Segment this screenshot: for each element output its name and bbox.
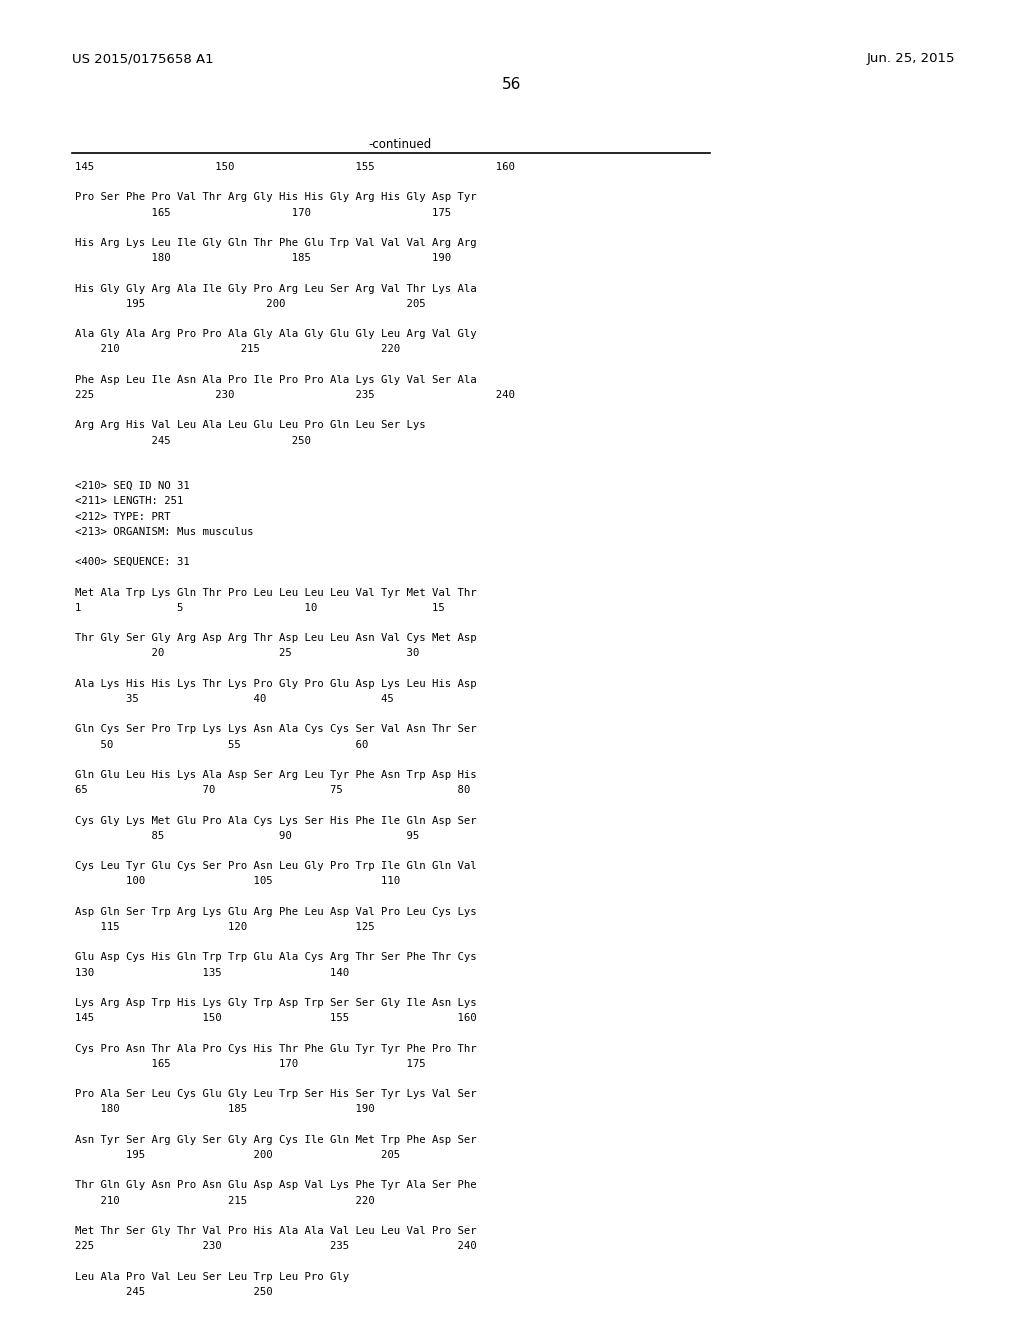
- Text: Glu Asp Cys His Gln Trp Trp Glu Ala Cys Arg Thr Ser Phe Thr Cys: Glu Asp Cys His Gln Trp Trp Glu Ala Cys …: [75, 953, 476, 962]
- Text: Thr Gln Gly Asn Pro Asn Glu Asp Asp Val Lys Phe Tyr Ala Ser Phe: Thr Gln Gly Asn Pro Asn Glu Asp Asp Val …: [75, 1180, 476, 1191]
- Text: 115                 120                 125: 115 120 125: [75, 921, 375, 932]
- Text: 165                 170                 175: 165 170 175: [75, 1059, 426, 1069]
- Text: Met Ala Trp Lys Gln Thr Pro Leu Leu Leu Leu Val Tyr Met Val Thr: Met Ala Trp Lys Gln Thr Pro Leu Leu Leu …: [75, 587, 476, 598]
- Text: -continued: -continued: [369, 139, 432, 150]
- Text: US 2015/0175658 A1: US 2015/0175658 A1: [72, 51, 214, 65]
- Text: 225                   230                   235                   240: 225 230 235 240: [75, 389, 515, 400]
- Text: 130                 135                 140: 130 135 140: [75, 968, 349, 978]
- Text: Cys Leu Tyr Glu Cys Ser Pro Asn Leu Gly Pro Trp Ile Gln Gln Val: Cys Leu Tyr Glu Cys Ser Pro Asn Leu Gly …: [75, 861, 476, 871]
- Text: 180                 185                 190: 180 185 190: [75, 1105, 375, 1114]
- Text: 65                  70                  75                  80: 65 70 75 80: [75, 785, 470, 795]
- Text: Jun. 25, 2015: Jun. 25, 2015: [866, 51, 955, 65]
- Text: Cys Gly Lys Met Glu Pro Ala Cys Lys Ser His Phe Ile Gln Asp Ser: Cys Gly Lys Met Glu Pro Ala Cys Lys Ser …: [75, 816, 476, 825]
- Text: 225                 230                 235                 240: 225 230 235 240: [75, 1241, 476, 1251]
- Text: Phe Asp Leu Ile Asn Ala Pro Ile Pro Pro Ala Lys Gly Val Ser Ala: Phe Asp Leu Ile Asn Ala Pro Ile Pro Pro …: [75, 375, 476, 385]
- Text: Pro Ser Phe Pro Val Thr Arg Gly His His Gly Arg His Gly Asp Tyr: Pro Ser Phe Pro Val Thr Arg Gly His His …: [75, 193, 476, 202]
- Text: 50                  55                  60: 50 55 60: [75, 739, 369, 750]
- Text: Ala Gly Ala Arg Pro Pro Ala Gly Ala Gly Glu Gly Leu Arg Val Gly: Ala Gly Ala Arg Pro Pro Ala Gly Ala Gly …: [75, 329, 476, 339]
- Text: 195                   200                   205: 195 200 205: [75, 298, 426, 309]
- Text: 245                 250: 245 250: [75, 1287, 272, 1296]
- Text: 35                  40                  45: 35 40 45: [75, 694, 394, 704]
- Text: 195                 200                 205: 195 200 205: [75, 1150, 400, 1160]
- Text: His Arg Lys Leu Ile Gly Gln Thr Phe Glu Trp Val Val Val Arg Arg: His Arg Lys Leu Ile Gly Gln Thr Phe Glu …: [75, 238, 476, 248]
- Text: Ala Lys His His Lys Thr Lys Pro Gly Pro Glu Asp Lys Leu His Asp: Ala Lys His His Lys Thr Lys Pro Gly Pro …: [75, 678, 476, 689]
- Text: <210> SEQ ID NO 31: <210> SEQ ID NO 31: [75, 482, 189, 491]
- Text: <213> ORGANISM: Mus musculus: <213> ORGANISM: Mus musculus: [75, 527, 254, 537]
- Text: Lys Arg Asp Trp His Lys Gly Trp Asp Trp Ser Ser Gly Ile Asn Lys: Lys Arg Asp Trp His Lys Gly Trp Asp Trp …: [75, 998, 476, 1008]
- Text: 210                   215                   220: 210 215 220: [75, 345, 400, 354]
- Text: <212> TYPE: PRT: <212> TYPE: PRT: [75, 512, 171, 521]
- Text: Met Thr Ser Gly Thr Val Pro His Ala Ala Val Leu Leu Val Pro Ser: Met Thr Ser Gly Thr Val Pro His Ala Ala …: [75, 1226, 476, 1236]
- Text: Gln Glu Leu His Lys Ala Asp Ser Arg Leu Tyr Phe Asn Trp Asp His: Gln Glu Leu His Lys Ala Asp Ser Arg Leu …: [75, 770, 476, 780]
- Text: Pro Ala Ser Leu Cys Glu Gly Leu Trp Ser His Ser Tyr Lys Val Ser: Pro Ala Ser Leu Cys Glu Gly Leu Trp Ser …: [75, 1089, 476, 1100]
- Text: 56: 56: [503, 77, 521, 92]
- Text: 180                   185                   190: 180 185 190: [75, 253, 452, 263]
- Text: 85                  90                  95: 85 90 95: [75, 830, 419, 841]
- Text: Leu Ala Pro Val Leu Ser Leu Trp Leu Pro Gly: Leu Ala Pro Val Leu Ser Leu Trp Leu Pro …: [75, 1271, 349, 1282]
- Text: 210                 215                 220: 210 215 220: [75, 1196, 375, 1205]
- Text: 145                 150                 155                 160: 145 150 155 160: [75, 1014, 476, 1023]
- Text: 1               5                   10                  15: 1 5 10 15: [75, 603, 444, 612]
- Text: <400> SEQUENCE: 31: <400> SEQUENCE: 31: [75, 557, 189, 568]
- Text: Cys Pro Asn Thr Ala Pro Cys His Thr Phe Glu Tyr Tyr Phe Pro Thr: Cys Pro Asn Thr Ala Pro Cys His Thr Phe …: [75, 1044, 476, 1053]
- Text: 245                   250: 245 250: [75, 436, 311, 446]
- Text: 100                 105                 110: 100 105 110: [75, 876, 400, 887]
- Text: Asn Tyr Ser Arg Gly Ser Gly Arg Cys Ile Gln Met Trp Phe Asp Ser: Asn Tyr Ser Arg Gly Ser Gly Arg Cys Ile …: [75, 1135, 476, 1144]
- Text: 20                  25                  30: 20 25 30: [75, 648, 419, 659]
- Text: 165                   170                   175: 165 170 175: [75, 207, 452, 218]
- Text: Arg Arg His Val Leu Ala Leu Glu Leu Pro Gln Leu Ser Lys: Arg Arg His Val Leu Ala Leu Glu Leu Pro …: [75, 420, 426, 430]
- Text: Asp Gln Ser Trp Arg Lys Glu Arg Phe Leu Asp Val Pro Leu Cys Lys: Asp Gln Ser Trp Arg Lys Glu Arg Phe Leu …: [75, 907, 476, 917]
- Text: <211> LENGTH: 251: <211> LENGTH: 251: [75, 496, 183, 507]
- Text: His Gly Gly Arg Ala Ile Gly Pro Arg Leu Ser Arg Val Thr Lys Ala: His Gly Gly Arg Ala Ile Gly Pro Arg Leu …: [75, 284, 476, 293]
- Text: Gln Cys Ser Pro Trp Lys Lys Asn Ala Cys Cys Ser Val Asn Thr Ser: Gln Cys Ser Pro Trp Lys Lys Asn Ala Cys …: [75, 725, 476, 734]
- Text: Thr Gly Ser Gly Arg Asp Arg Thr Asp Leu Leu Asn Val Cys Met Asp: Thr Gly Ser Gly Arg Asp Arg Thr Asp Leu …: [75, 634, 476, 643]
- Text: 145                   150                   155                   160: 145 150 155 160: [75, 162, 515, 172]
